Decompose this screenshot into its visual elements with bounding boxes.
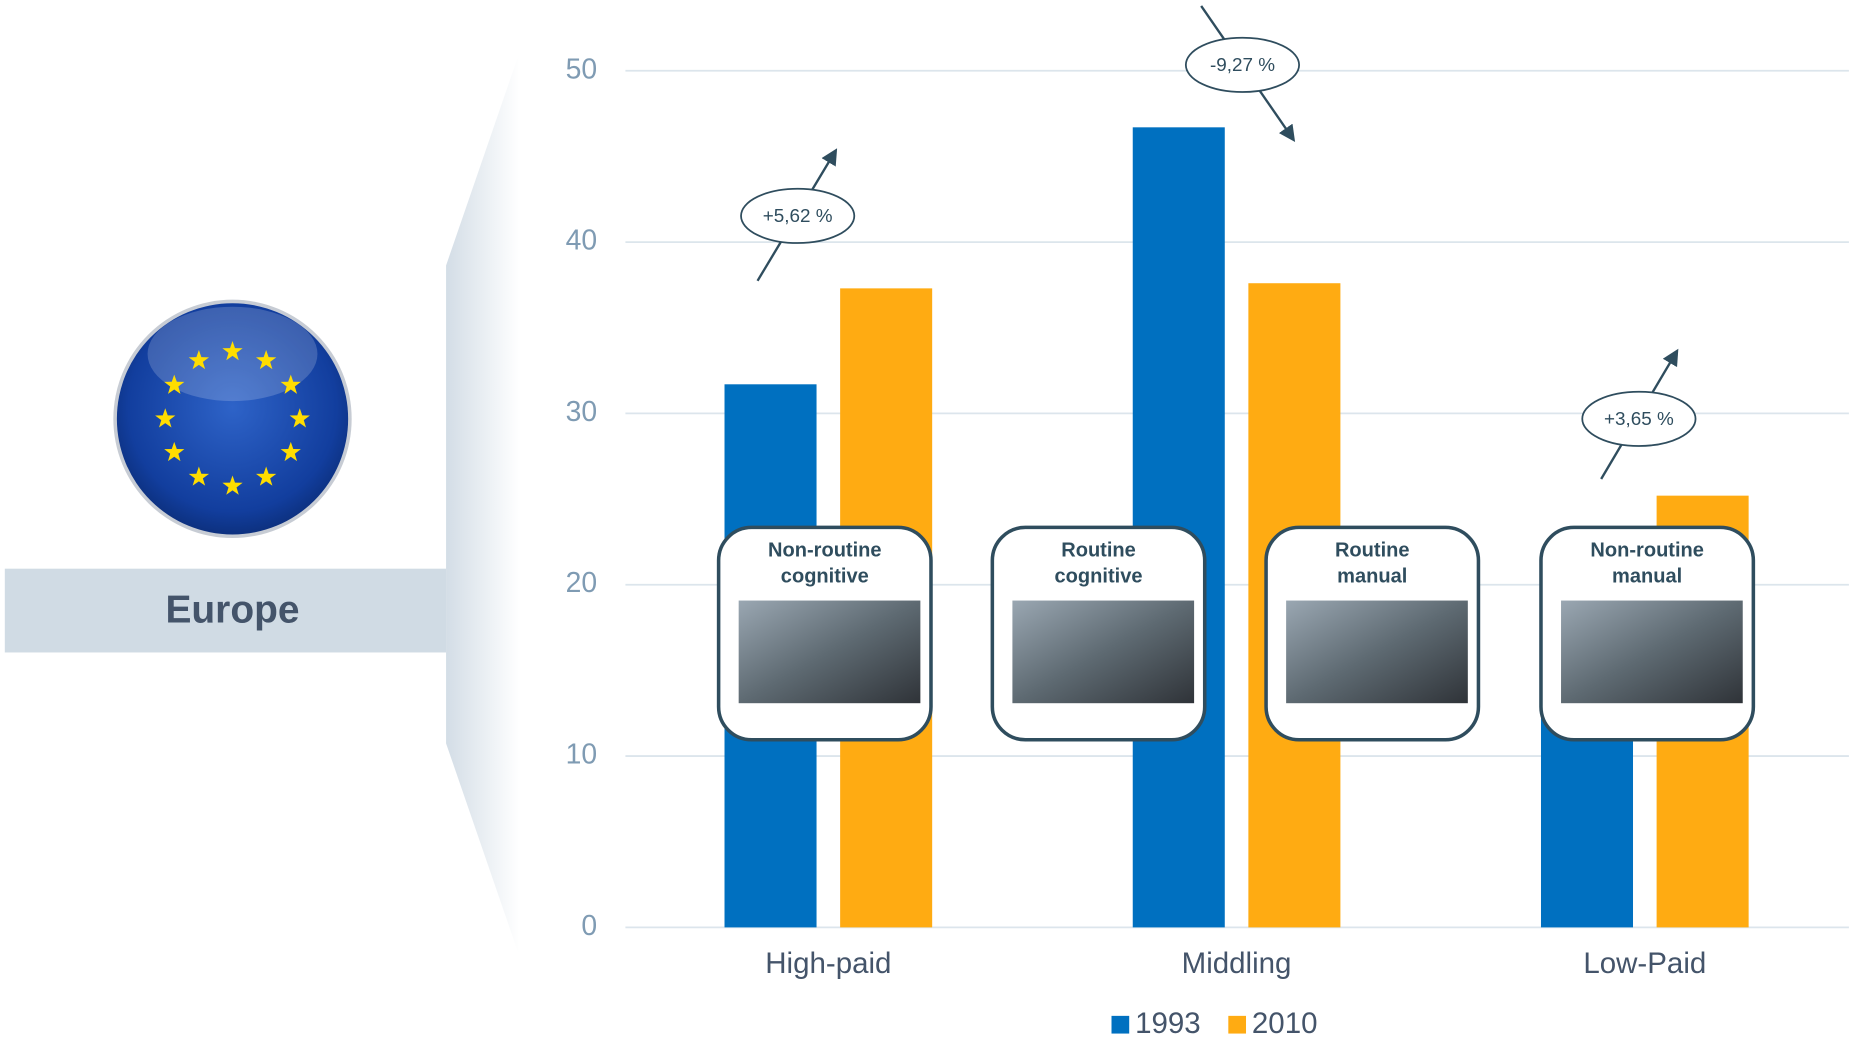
star — [280, 374, 301, 394]
change-bubble — [740, 187, 856, 244]
change-label: -9,27 % — [1210, 54, 1275, 75]
region-label: Europe — [165, 589, 299, 632]
change-label: +5,62 % — [763, 205, 833, 226]
x-tick-label: Middling — [1182, 947, 1292, 980]
star — [289, 408, 310, 428]
task-photo — [1286, 600, 1468, 704]
task-label: manual — [1337, 565, 1407, 587]
star — [280, 441, 301, 462]
legend-label: 2010 — [1252, 1007, 1318, 1040]
legend-swatch — [1111, 1015, 1130, 1034]
region-band — [4, 568, 447, 653]
star — [164, 374, 185, 394]
star — [164, 441, 185, 462]
x-tick-label: Low-Paid — [1583, 947, 1706, 980]
task-label: Non-routine — [1590, 539, 1704, 561]
star — [188, 349, 210, 370]
task-photo — [738, 600, 921, 704]
change-label: +3,65 % — [1604, 408, 1674, 429]
star — [255, 466, 277, 486]
globe — [116, 303, 349, 535]
legend-label: 1993 — [1135, 1007, 1201, 1040]
task-label: cognitive — [781, 565, 869, 587]
legend-swatch — [1228, 1015, 1247, 1034]
y-tick-label: 10 — [566, 738, 597, 770]
funnel — [446, 53, 520, 956]
x-tick-label: High-paid — [765, 947, 891, 980]
y-tick-label: 0 — [581, 909, 597, 941]
task-label: Routine — [1335, 539, 1410, 561]
task-photo — [1561, 600, 1743, 704]
star — [188, 466, 210, 486]
star — [222, 475, 243, 495]
change-bubble — [1184, 36, 1300, 93]
y-tick-label: 50 — [566, 52, 597, 84]
y-tick-label: 40 — [566, 224, 597, 256]
star — [155, 408, 176, 428]
task-label: Routine — [1061, 539, 1136, 561]
task-label: manual — [1612, 565, 1682, 587]
change-bubble — [1581, 390, 1697, 447]
task-label: Non-routine — [768, 539, 882, 561]
star — [255, 349, 277, 370]
y-tick-label: 30 — [566, 395, 597, 427]
star — [222, 340, 243, 361]
y-tick-label: 20 — [566, 566, 597, 598]
task-label: cognitive — [1055, 565, 1143, 587]
task-photo — [1012, 600, 1195, 704]
plot: 0 10 20 30 40 50 High-paid Middling Low-Paid +5,6… — [566, 5, 1849, 1040]
stars — [155, 340, 310, 495]
